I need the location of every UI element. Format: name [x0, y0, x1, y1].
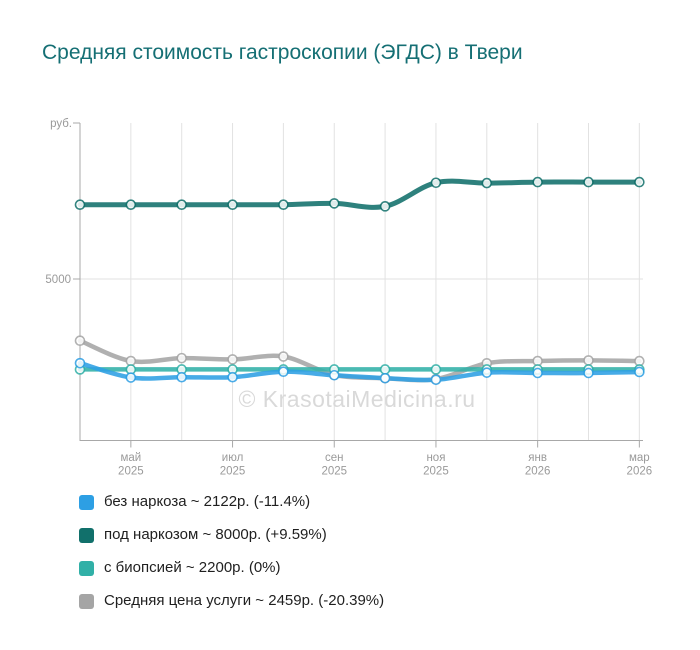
- price-trend-chart: руб. 5000 май 2025 июл 2025 сен 2025 ноя 2025 янв 2…: [45, 118, 653, 478]
- data-point-no-anesthesia[interactable]: [176, 371, 187, 383]
- data-point-no-anesthesia[interactable]: [74, 357, 86, 369]
- x-axis-tick-label-year: 2025: [321, 466, 347, 478]
- data-point-with-biopsy[interactable]: [430, 364, 442, 375]
- data-point-average-price[interactable]: [227, 354, 238, 365]
- legend-label: без наркоза ~ 2122р. (-11.4%): [104, 493, 311, 510]
- data-point-no-anesthesia[interactable]: [532, 367, 543, 379]
- data-point-no-anesthesia[interactable]: [328, 369, 340, 381]
- data-point-no-anesthesia[interactable]: [125, 372, 137, 383]
- data-point-with-anesthesia[interactable]: [583, 176, 594, 188]
- x-axis-tick-label-year: 2026: [525, 466, 551, 478]
- x-axis-tick-label-year: 2026: [627, 466, 653, 478]
- y-axis-unit-label: руб.: [50, 118, 72, 130]
- data-point-average-price[interactable]: [176, 352, 187, 364]
- watermark: © KrasotaiMedicina.ru: [238, 386, 475, 412]
- axis-line: [79, 123, 643, 441]
- data-point-no-anesthesia[interactable]: [583, 367, 594, 379]
- data-point-with-anesthesia[interactable]: [125, 199, 137, 211]
- data-point-with-anesthesia[interactable]: [634, 176, 645, 188]
- x-axis-tick-label-month: ноя: [426, 452, 445, 464]
- chart-title: Средняя стоимость гастроскопии (ЭГДС) в …: [42, 41, 523, 64]
- data-point-with-anesthesia[interactable]: [430, 177, 442, 189]
- x-axis-tick-label-year: 2025: [118, 466, 144, 478]
- x-axis-tick-label-month: мар: [629, 452, 650, 464]
- legend-swatch-no-anesthesia: [79, 494, 94, 510]
- x-axis-tick-label-month: янв: [528, 452, 547, 464]
- data-point-no-anesthesia[interactable]: [379, 372, 391, 384]
- legend-swatch-average-price: [79, 593, 94, 609]
- legend-label: с биопсией ~ 2200р. (0%): [104, 559, 281, 576]
- legend-item-with-biopsy[interactable]: с биопсией ~ 2200р. (0%): [79, 560, 384, 576]
- legend-item-average-price[interactable]: Средняя цена услуги ~ 2459р. (-20.39%): [79, 593, 384, 609]
- x-axis-tick-label-month: июл: [222, 452, 244, 464]
- data-point-with-biopsy[interactable]: [379, 364, 391, 375]
- data-point-with-anesthesia[interactable]: [481, 177, 493, 189]
- data-point-average-price[interactable]: [278, 351, 289, 362]
- data-point-with-anesthesia[interactable]: [532, 176, 543, 188]
- data-point-with-anesthesia[interactable]: [74, 199, 86, 211]
- data-point-no-anesthesia[interactable]: [227, 371, 238, 383]
- data-point-with-anesthesia[interactable]: [227, 199, 238, 211]
- legend-item-with-anesthesia[interactable]: под наркозом ~ 8000р. (+9.59%): [79, 527, 384, 543]
- data-point-with-anesthesia[interactable]: [278, 199, 289, 211]
- legend-item-no-anesthesia[interactable]: без наркоза ~ 2122р. (-11.4%): [79, 494, 384, 510]
- data-point-no-anesthesia[interactable]: [278, 366, 289, 378]
- x-axis-tick-label-year: 2025: [220, 466, 246, 478]
- x-axis-tick-label-month: сен: [325, 452, 344, 464]
- chart-legend: без наркоза ~ 2122р. (-11.4%) под наркозо…: [79, 494, 384, 609]
- data-point-with-anesthesia[interactable]: [328, 198, 340, 209]
- legend-label: под наркозом ~ 8000р. (+9.59%): [104, 526, 327, 543]
- data-point-average-price[interactable]: [74, 335, 86, 347]
- data-point-with-anesthesia[interactable]: [176, 199, 187, 211]
- legend-label: Средняя цена услуги ~ 2459р. (-20.39%): [104, 592, 385, 609]
- y-axis-tick-label: 5000: [45, 274, 71, 286]
- data-point-no-anesthesia[interactable]: [481, 367, 493, 378]
- data-point-no-anesthesia[interactable]: [430, 374, 442, 386]
- data-point-with-anesthesia[interactable]: [379, 201, 391, 212]
- data-point-no-anesthesia[interactable]: [634, 366, 645, 378]
- series-line-with-anesthesia: [77, 178, 642, 210]
- data-point-average-price[interactable]: [583, 355, 594, 366]
- legend-swatch-with-anesthesia: [79, 527, 94, 543]
- x-axis-tick-label-year: 2025: [423, 466, 449, 478]
- x-axis-tick-label-month: май: [120, 452, 141, 464]
- legend-swatch-with-biopsy: [79, 560, 94, 576]
